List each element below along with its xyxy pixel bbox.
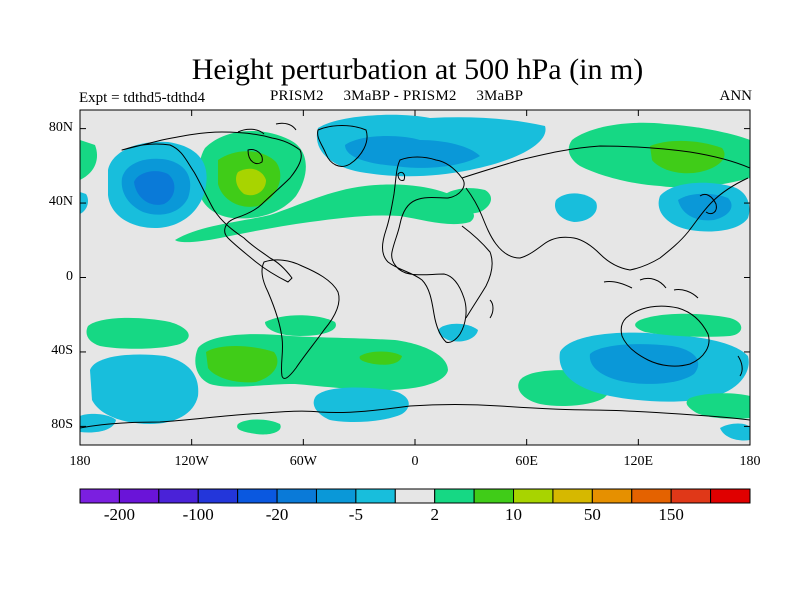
contour-negative-australia-inner bbox=[589, 344, 699, 384]
lon-tick-label: 60E bbox=[515, 454, 538, 469]
contour-positive-east-indian bbox=[635, 313, 742, 337]
contour-positive-north-america-core bbox=[236, 168, 266, 196]
contour-positive-antarctic-small bbox=[237, 419, 281, 435]
coastline-uk bbox=[397, 171, 405, 181]
colorbar bbox=[79, 488, 751, 504]
coastline-south-america bbox=[261, 259, 340, 379]
coastline-eurafrica bbox=[382, 156, 467, 343]
lat-tick-label: 40S bbox=[51, 342, 73, 358]
lon-tick-label: 120E bbox=[623, 454, 654, 469]
run-label: PRISM2 3MaBP - PRISM2 3MaBP bbox=[270, 88, 524, 104]
colorbar-label: 50 bbox=[583, 505, 601, 524]
lat-tick-label: 40N bbox=[48, 194, 73, 210]
colorbar-swatch bbox=[79, 488, 120, 504]
colorbar-swatch bbox=[631, 488, 672, 504]
colorbar-swatch bbox=[513, 488, 554, 504]
colorbar-swatch bbox=[473, 488, 515, 504]
coastline-japan bbox=[699, 193, 717, 215]
lon-tick-label: 120W bbox=[174, 454, 209, 469]
contour-positive-south-atlantic-mid bbox=[359, 351, 402, 365]
coastline-africa-east bbox=[461, 225, 493, 319]
experiment-label: Expt = tdthd5-tdthd4 bbox=[79, 90, 205, 106]
colorbar-swatch bbox=[552, 488, 593, 504]
coastline-indonesia bbox=[603, 277, 699, 299]
lat-tick-label: 80S bbox=[51, 417, 73, 433]
colorbar-swatch bbox=[315, 488, 357, 504]
colorbar-swatch bbox=[591, 488, 633, 504]
coastline-madagascar bbox=[489, 299, 494, 319]
contour-positive-south-atlantic-north bbox=[265, 315, 336, 336]
contour-negative-south-indian bbox=[438, 323, 478, 342]
lon-tick-label: 60W bbox=[289, 454, 317, 469]
contour-positive-southeast-pacific bbox=[686, 393, 750, 419]
contour-negative-southern-atlantic bbox=[313, 387, 409, 422]
colorbar-label: -100 bbox=[182, 505, 214, 524]
colorbar-swatch bbox=[670, 488, 712, 504]
contour-negative-south-pacific bbox=[90, 354, 199, 424]
colorbar-swatch bbox=[434, 488, 475, 504]
colorbar-swatch bbox=[710, 488, 751, 504]
contour-positive-west-edge bbox=[80, 140, 98, 180]
contour-negative-antarctic-east bbox=[720, 423, 750, 441]
lon-tick-label: 180 bbox=[69, 454, 91, 469]
colorbar-label: 2 bbox=[430, 505, 439, 524]
colorbar-swatch bbox=[158, 488, 199, 504]
map-title: Height perturbation at 500 hPa (in m) bbox=[191, 53, 644, 86]
colorbar-label: -5 bbox=[348, 505, 363, 524]
colorbar-swatch bbox=[118, 488, 160, 504]
lon-tick-label: 0 bbox=[411, 454, 419, 469]
map-ticks bbox=[79, 110, 751, 445]
contour-positive-south-pacific-west bbox=[86, 317, 189, 349]
lon-tick-label: 180 bbox=[739, 454, 761, 469]
contour-negative-north-pacific-core bbox=[134, 171, 175, 205]
contour-positive-south-america-mid bbox=[206, 346, 278, 383]
season-label: ANN bbox=[719, 88, 753, 104]
coastline-greenland bbox=[317, 125, 368, 167]
colorbar-swatch bbox=[237, 488, 278, 504]
contour-positive-atlantic bbox=[175, 184, 474, 243]
coastline-asia bbox=[461, 145, 750, 271]
coastlines bbox=[80, 122, 750, 429]
coastline-north-america bbox=[121, 131, 302, 283]
colorbar-swatch bbox=[197, 488, 239, 504]
lat-tick-label: 0 bbox=[66, 268, 73, 284]
colorbar-swatch bbox=[355, 488, 396, 504]
contour-negative-arctic-inner bbox=[345, 135, 480, 168]
contour-negative-central-asia bbox=[554, 193, 597, 222]
coastline-australia bbox=[620, 305, 710, 367]
colorbar-swatch bbox=[394, 488, 436, 504]
colorbar-label: -200 bbox=[103, 505, 135, 524]
contour-negative-antarctic-west bbox=[80, 413, 116, 433]
colorbar-swatch bbox=[276, 488, 317, 504]
colorbar-label: 10 bbox=[505, 505, 523, 524]
contour-negative-west-pacific-inner bbox=[678, 193, 732, 221]
colorbar-label: 150 bbox=[658, 505, 684, 524]
colorbar-label: -20 bbox=[265, 505, 289, 524]
lat-tick-label: 80N bbox=[48, 119, 73, 135]
coastline-antarctica bbox=[80, 404, 750, 429]
coastline-arctic-islands bbox=[237, 122, 297, 164]
coastline-new-zealand bbox=[737, 355, 743, 377]
